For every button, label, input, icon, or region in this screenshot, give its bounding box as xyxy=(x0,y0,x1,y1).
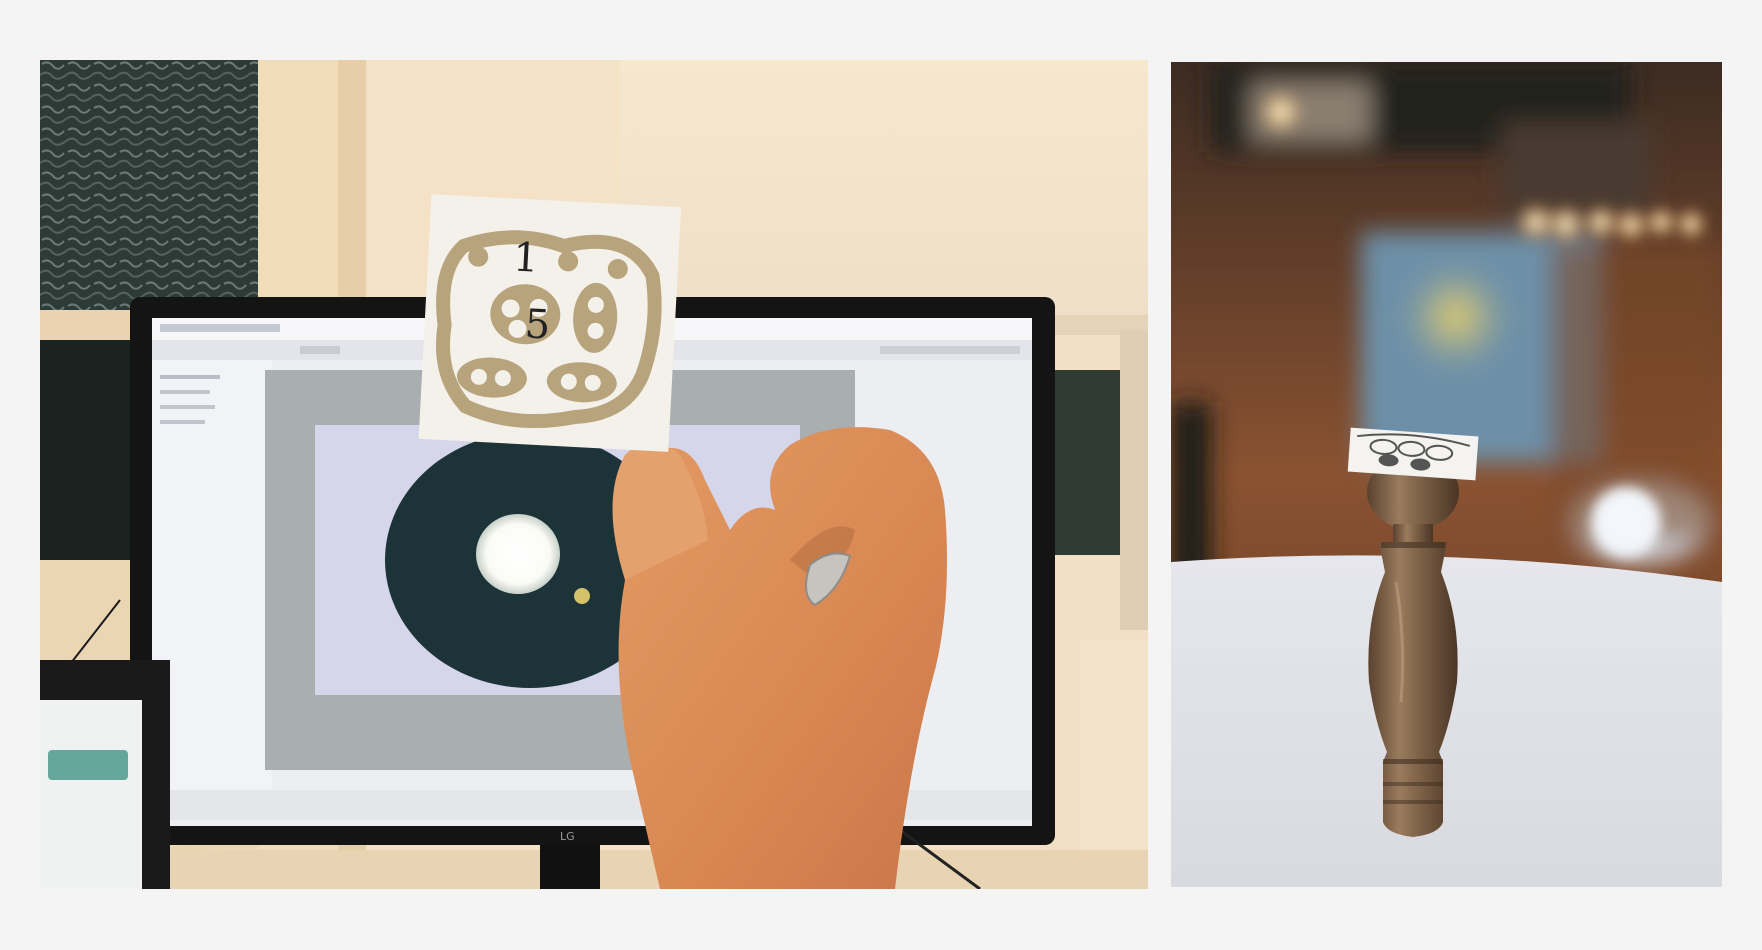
marker-card: 1 5 xyxy=(418,194,682,452)
left-photo-scene: LG xyxy=(40,60,1148,889)
ring xyxy=(805,552,852,607)
lg-logo: LG xyxy=(560,830,575,843)
right-photo-scene xyxy=(1171,62,1722,887)
window-blind xyxy=(620,60,1148,315)
laptop xyxy=(40,599,170,889)
frosted-window xyxy=(40,60,258,310)
hand xyxy=(612,427,948,889)
left-photo: LG xyxy=(40,60,1148,889)
mill-marker-card xyxy=(1347,427,1479,481)
glowing-circle xyxy=(476,514,560,594)
card-handwriting-5: 5 xyxy=(524,301,552,348)
right-photo xyxy=(1171,62,1722,887)
yellow-marker-dot xyxy=(574,588,590,604)
card-handwriting-1: 1 xyxy=(512,235,540,282)
